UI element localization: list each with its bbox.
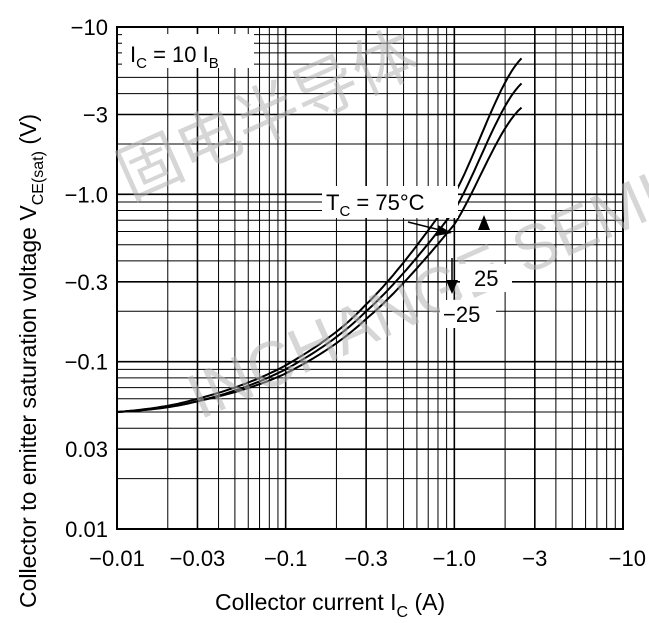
y-tick-label: 0.01 bbox=[65, 517, 108, 542]
svg-text:TC = 75°C: TC = 75°C bbox=[326, 190, 425, 220]
condition-label: IC = 10 IB bbox=[122, 34, 254, 72]
svg-text:IC = 10 IB: IC = 10 IB bbox=[130, 42, 219, 72]
x-axis-label: Collector current IC (A) bbox=[215, 589, 445, 621]
label-25: 25 bbox=[474, 266, 498, 291]
y-axis-label: Collector to emitter saturation voltage … bbox=[15, 114, 47, 608]
tc-label-main: T bbox=[326, 190, 339, 215]
x-tick-label: −10 bbox=[609, 546, 646, 571]
condition-mid: = 10 I bbox=[147, 42, 209, 67]
y-tick-label: −10 bbox=[71, 15, 108, 40]
tc-leader-line bbox=[407, 221, 441, 231]
condition-main: I bbox=[130, 42, 136, 67]
condition-sub2: B bbox=[209, 55, 219, 72]
x-tick-label: −0.03 bbox=[170, 546, 226, 571]
y-tick-label: 0.03 bbox=[65, 437, 108, 462]
condition-sub1: C bbox=[136, 55, 147, 72]
plot-area bbox=[116, 26, 624, 530]
x-tick-label: −0.1 bbox=[264, 546, 307, 571]
series-m25-arrowhead bbox=[446, 280, 458, 294]
tc-label-bg bbox=[322, 186, 458, 218]
tc-arrowhead bbox=[436, 225, 452, 236]
tc-label-sub: C bbox=[339, 203, 350, 220]
x-tick-label: −3 bbox=[522, 546, 547, 571]
label-m25: −25 bbox=[443, 302, 480, 327]
series-annotations: TC = 75°C 25 −25 bbox=[322, 186, 512, 328]
y-tick-label: −1.0 bbox=[65, 182, 108, 207]
x-tick-label: −1.0 bbox=[433, 546, 476, 571]
condition-label-bg bbox=[122, 34, 254, 68]
series-25-arrowhead bbox=[478, 215, 490, 230]
y-tick-label: −0.1 bbox=[65, 350, 108, 375]
tick-labels: −0.01 −0.03 −0.1 −0.3 −1.0 −3 −10 −10 −3 −1.0 −0.3… bbox=[65, 15, 646, 571]
label-25-bg bbox=[460, 264, 512, 292]
y-tick-label: −0.3 bbox=[65, 270, 108, 295]
y-tick-label: −3 bbox=[83, 102, 108, 127]
x-tick-label: −0.3 bbox=[344, 546, 387, 571]
tc-label-rest: = 75°C bbox=[350, 190, 424, 215]
label-m25-bg bbox=[440, 300, 496, 328]
x-tick-label: −0.01 bbox=[89, 546, 145, 571]
